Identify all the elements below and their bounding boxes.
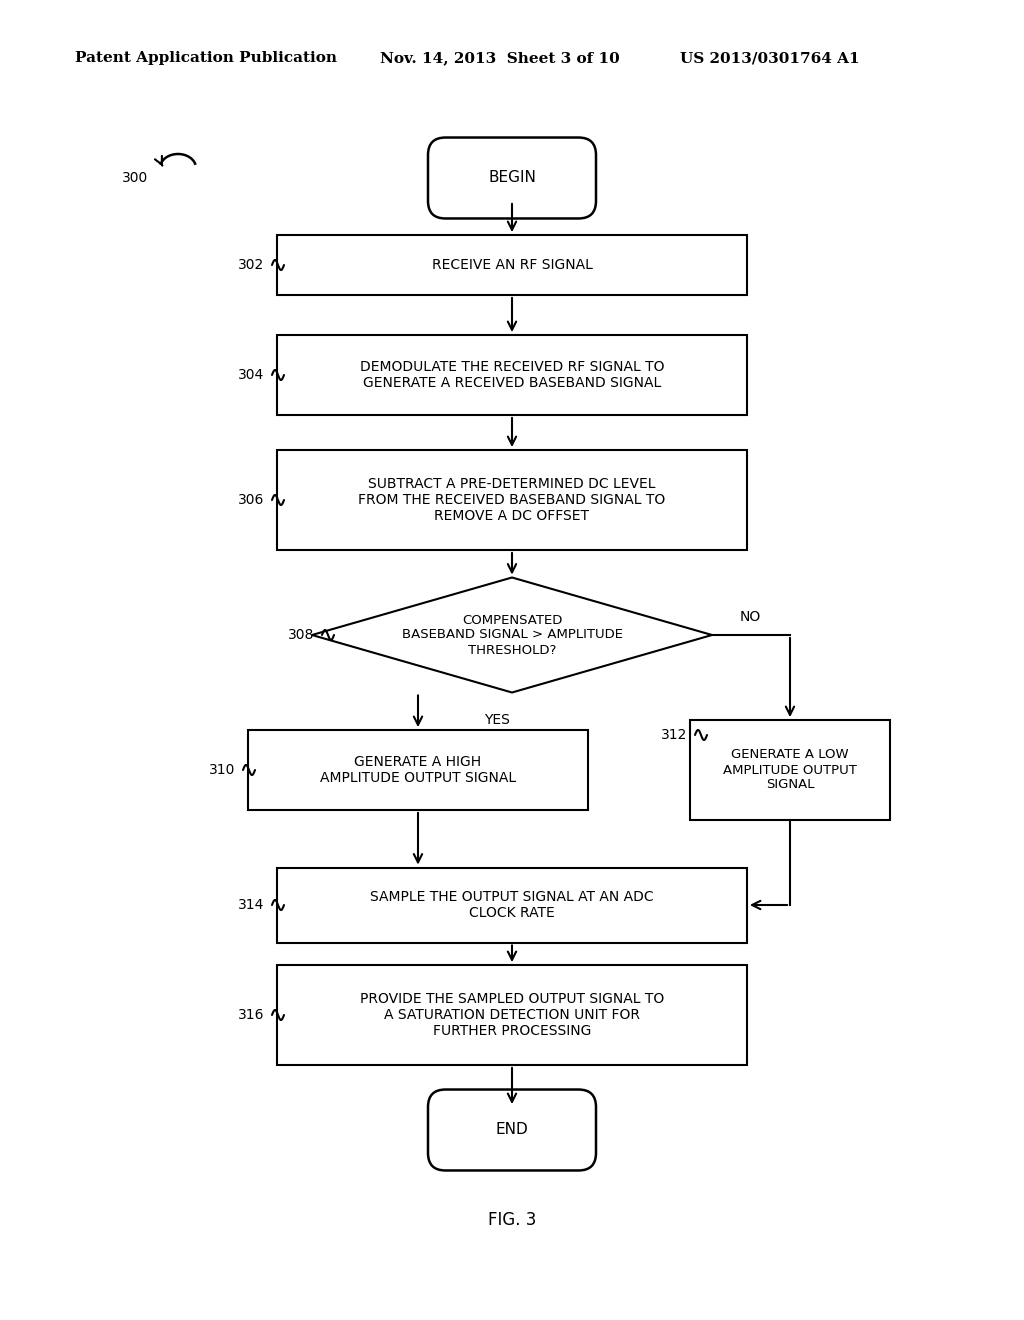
Text: 304: 304 [238,368,264,381]
Text: 316: 316 [238,1008,264,1022]
Polygon shape [312,578,712,693]
Text: COMPENSATED
BASEBAND SIGNAL > AMPLITUDE
THRESHOLD?: COMPENSATED BASEBAND SIGNAL > AMPLITUDE … [401,614,623,656]
Bar [278,965,746,1065]
Text: BEGIN: BEGIN [488,170,536,186]
Text: GENERATE A LOW
AMPLITUDE OUTPUT
SIGNAL: GENERATE A LOW AMPLITUDE OUTPUT SIGNAL [723,748,857,792]
Bar [248,730,588,810]
Text: DEMODULATE THE RECEIVED RF SIGNAL TO
GENERATE A RECEIVED BASEBAND SIGNAL: DEMODULATE THE RECEIVED RF SIGNAL TO GEN… [359,360,665,391]
Text: YES: YES [484,714,510,727]
Text: 314: 314 [238,898,264,912]
FancyBboxPatch shape [428,1089,596,1171]
Text: FIG. 3: FIG. 3 [487,1210,537,1229]
Bar [278,335,746,414]
Text: US 2013/0301764 A1: US 2013/0301764 A1 [680,51,859,65]
Text: GENERATE A HIGH
AMPLITUDE OUTPUT SIGNAL: GENERATE A HIGH AMPLITUDE OUTPUT SIGNAL [319,755,516,785]
FancyBboxPatch shape [428,137,596,219]
Bar [690,719,890,820]
Bar [278,450,746,550]
Text: END: END [496,1122,528,1138]
Text: 308: 308 [288,628,314,642]
Text: Nov. 14, 2013  Sheet 3 of 10: Nov. 14, 2013 Sheet 3 of 10 [380,51,620,65]
Text: NO: NO [740,610,761,624]
Text: 300: 300 [122,172,148,185]
Text: RECEIVE AN RF SIGNAL: RECEIVE AN RF SIGNAL [431,257,593,272]
Text: 306: 306 [238,492,264,507]
Text: 312: 312 [660,729,687,742]
Bar [278,235,746,294]
Text: SAMPLE THE OUTPUT SIGNAL AT AN ADC
CLOCK RATE: SAMPLE THE OUTPUT SIGNAL AT AN ADC CLOCK… [371,890,653,920]
Text: Patent Application Publication: Patent Application Publication [75,51,337,65]
Text: 310: 310 [209,763,234,777]
Text: 302: 302 [238,257,264,272]
Text: PROVIDE THE SAMPLED OUTPUT SIGNAL TO
A SATURATION DETECTION UNIT FOR
FURTHER PRO: PROVIDE THE SAMPLED OUTPUT SIGNAL TO A S… [359,991,665,1039]
Text: SUBTRACT A PRE-DETERMINED DC LEVEL
FROM THE RECEIVED BASEBAND SIGNAL TO
REMOVE A: SUBTRACT A PRE-DETERMINED DC LEVEL FROM … [358,477,666,523]
Bar [278,867,746,942]
